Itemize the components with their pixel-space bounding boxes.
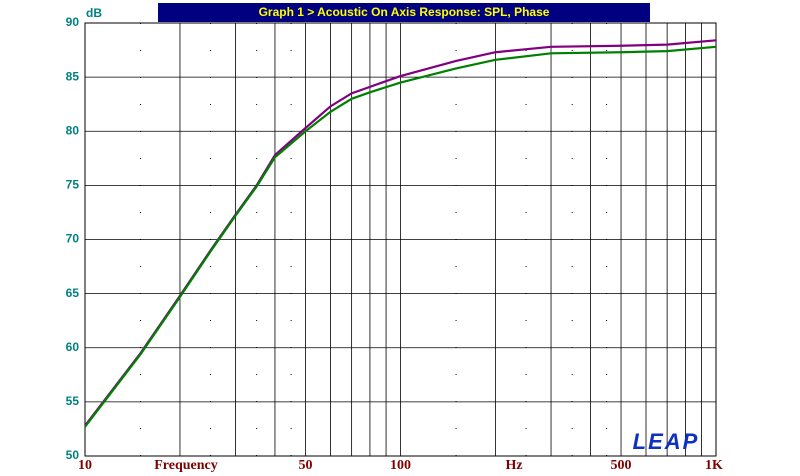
- x-axis-label: Frequency: [154, 458, 218, 473]
- logo: LEAP: [633, 429, 700, 454]
- y-tick-label: 65: [66, 286, 80, 300]
- x-tick-label: 50: [299, 458, 313, 473]
- x-tick-label: 10: [78, 458, 92, 473]
- x-tick-label: 1K: [705, 458, 723, 473]
- y-tick-label: 70: [66, 232, 80, 246]
- y-axis-label: dB: [86, 6, 102, 20]
- x-tick-label: 100: [390, 458, 411, 473]
- chart-title: Graph 1 > Acoustic On Axis Response: SPL…: [259, 5, 550, 19]
- y-tick-label: 90: [66, 15, 80, 29]
- title-bar: [158, 3, 650, 22]
- series-line: [84, 45, 717, 428]
- y-tick-label: 80: [66, 123, 80, 137]
- y-tick-label: 75: [66, 178, 80, 192]
- y-tick-label: 85: [66, 69, 80, 83]
- x-tick-label: 500: [611, 458, 632, 473]
- y-tick-label: 55: [66, 394, 80, 408]
- y-tick-label: 60: [66, 340, 80, 354]
- y-tick-label: 50: [66, 448, 80, 462]
- x-unit-label: Hz: [505, 458, 522, 473]
